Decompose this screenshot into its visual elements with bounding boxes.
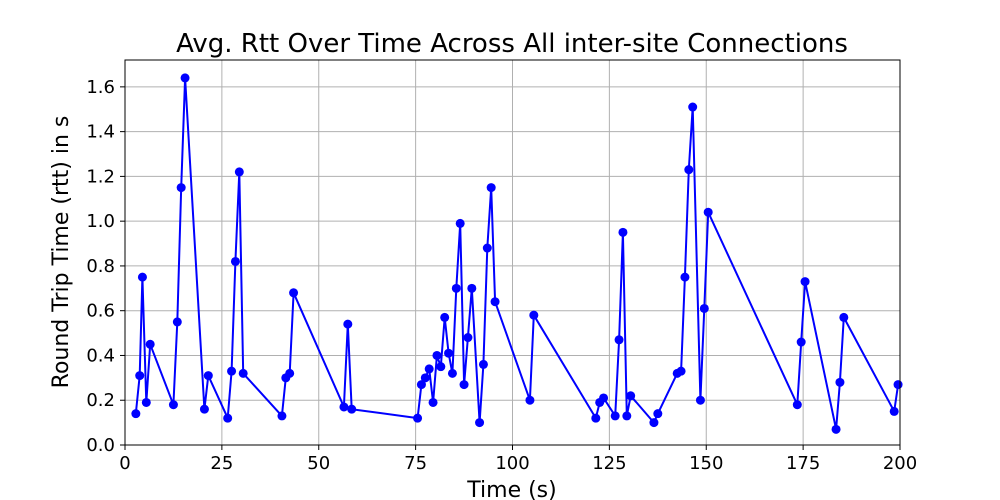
data-point: [172, 317, 182, 327]
x-tick-label: 50: [307, 453, 330, 474]
data-point: [413, 413, 423, 423]
data-point: [831, 424, 841, 434]
data-point: [447, 368, 457, 378]
data-point: [234, 167, 244, 177]
series-line: [134, 76, 900, 431]
data-point: [893, 380, 903, 390]
data-point: [444, 348, 454, 358]
data-point: [238, 368, 248, 378]
data-point: [135, 371, 145, 381]
data-point: [339, 402, 349, 412]
data-point: [478, 359, 488, 369]
data-point: [703, 207, 713, 217]
data-point: [591, 413, 601, 423]
data-point: [835, 377, 845, 387]
data-point: [653, 409, 663, 419]
data-point: [618, 227, 628, 237]
data-point: [525, 395, 535, 405]
data-point: [180, 73, 190, 83]
data-point: [482, 243, 492, 253]
data-point: [800, 277, 810, 287]
data-point: [684, 165, 694, 175]
data-point: [168, 400, 178, 410]
grid-lines: [124, 60, 901, 446]
data-point: [289, 288, 299, 298]
y-tick-label: 0.6: [86, 301, 115, 322]
data-point: [649, 418, 659, 428]
data-point: [432, 350, 442, 360]
y-tick-label: 0.2: [86, 390, 115, 411]
data-point: [839, 312, 849, 322]
data-point: [626, 391, 636, 401]
data-point: [203, 371, 213, 381]
x-tick-label: 75: [404, 453, 427, 474]
y-tick-label: 1.0: [86, 211, 115, 232]
x-tick-label: 125: [592, 453, 626, 474]
data-point: [490, 297, 500, 307]
y-tick-label: 0.8: [86, 256, 115, 277]
data-point: [227, 366, 237, 376]
data-point: [680, 272, 690, 282]
data-point: [285, 368, 295, 378]
data-point: [176, 183, 186, 193]
y-tick-label: 0.4: [86, 345, 115, 366]
data-point: [145, 339, 155, 349]
x-axis-title: Time (s): [466, 478, 556, 500]
data-point: [455, 218, 465, 228]
y-tick-label: 1.4: [86, 122, 115, 143]
data-point: [141, 397, 151, 407]
data-point: [416, 380, 426, 390]
y-tick-label: 1.6: [86, 77, 115, 98]
data-point: [436, 362, 446, 372]
data-point: [343, 319, 353, 329]
y-tick-label: 1.2: [86, 166, 115, 187]
x-tick-label: 200: [883, 453, 917, 474]
data-point: [610, 411, 620, 421]
data-point: [486, 183, 496, 193]
series-layer: [131, 73, 903, 434]
data-point: [223, 413, 233, 423]
data-point: [699, 303, 709, 313]
data-point: [792, 400, 802, 410]
x-tick-label: 150: [689, 453, 723, 474]
data-point: [889, 406, 899, 416]
x-tick-label: 175: [786, 453, 820, 474]
data-point: [463, 333, 473, 343]
data-point: [277, 411, 287, 421]
data-point: [688, 102, 698, 112]
axis-ticks: 0 25 50 75 100 125 150 175 200 0.0 0.2 0.4 0.6 0.8 1.0…: [86, 77, 917, 474]
x-tick-label: 25: [210, 453, 233, 474]
data-point: [695, 395, 705, 405]
data-point: [230, 256, 240, 266]
x-tick-label: 100: [495, 453, 529, 474]
data-point: [451, 283, 461, 293]
data-point: [614, 335, 624, 345]
data-point: [199, 404, 209, 414]
data-point: [137, 272, 147, 282]
data-point: [467, 283, 477, 293]
x-tick-label: 0: [119, 453, 130, 474]
data-point: [440, 312, 450, 322]
data-point: [428, 397, 438, 407]
data-point: [424, 364, 434, 374]
data-point: [796, 337, 806, 347]
data-point: [622, 411, 632, 421]
data-point: [347, 404, 357, 414]
data-point: [529, 310, 539, 320]
y-tick-label: 0.0: [86, 435, 115, 456]
data-point: [459, 380, 469, 390]
data-point: [676, 366, 686, 376]
chart-title: Avg. Rtt Over Time Across All inter-site…: [176, 29, 848, 59]
data-point: [599, 393, 609, 403]
data-point: [420, 373, 430, 383]
data-point: [131, 409, 141, 419]
y-axis-title: Round Trip Time (rtt) in s: [49, 116, 74, 389]
data-point: [475, 418, 485, 428]
